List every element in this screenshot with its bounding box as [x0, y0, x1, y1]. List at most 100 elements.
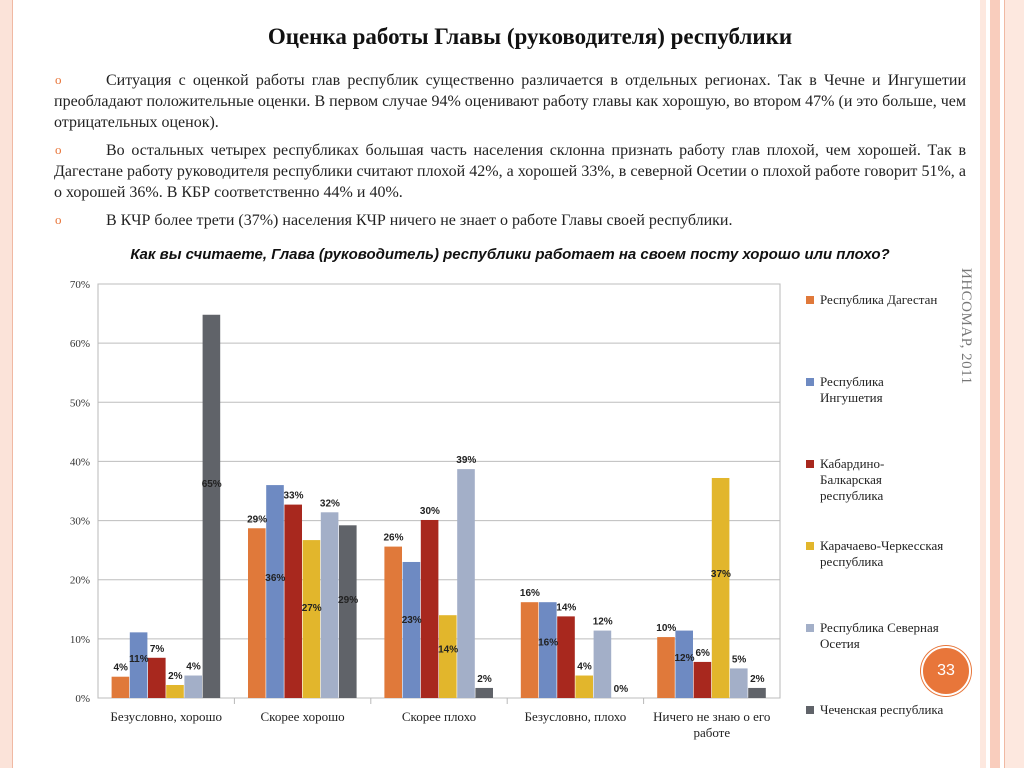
legend-swatch	[806, 460, 814, 468]
data-label: 23%	[402, 615, 422, 626]
bar	[266, 485, 284, 698]
bar	[539, 602, 557, 698]
data-label: 4%	[113, 663, 128, 674]
data-label: 2%	[477, 674, 492, 685]
bar	[457, 469, 475, 698]
y-tick-label: 0%	[75, 693, 90, 705]
bar	[657, 637, 675, 698]
data-label: 11%	[129, 654, 149, 665]
data-label: 16%	[538, 637, 558, 648]
legend-label: Карачаево-Черкесская республика	[820, 538, 944, 569]
bar	[420, 519, 439, 698]
bar	[593, 630, 612, 698]
legend-label: Чеченская республика	[820, 702, 944, 717]
bar	[439, 615, 457, 698]
x-category-label: Скорее хорошо	[261, 709, 345, 724]
bullet-marker: o	[55, 72, 62, 87]
bar	[284, 504, 302, 698]
bullet-text: Ситуация с оценкой работы глав республик…	[54, 72, 966, 131]
bar-chart: 0% 10% 20% 30% 40% 50% 60% 70% Безусловно, хорош…	[70, 279, 781, 740]
legend-swatch	[806, 624, 814, 632]
bar	[475, 687, 493, 698]
data-label: 37%	[711, 569, 731, 580]
bar	[302, 540, 321, 698]
data-label: 29%	[247, 514, 267, 525]
data-label: 16%	[520, 588, 540, 599]
right-stripe-2	[990, 0, 1000, 768]
bar	[184, 675, 202, 698]
legend-label: Республика Дагестан	[820, 292, 938, 307]
bar	[575, 675, 593, 698]
data-label: 27%	[302, 603, 322, 614]
bar	[202, 314, 221, 698]
y-tick-label: 20%	[70, 575, 90, 587]
bar	[148, 657, 166, 698]
x-category-label: Безусловно, плохо	[525, 709, 627, 724]
data-label: 14%	[556, 602, 576, 613]
y-tick-label: 50%	[70, 397, 90, 409]
bar	[748, 687, 766, 698]
data-label: 2%	[750, 674, 765, 685]
x-category-label: Скорее плохо	[402, 709, 476, 724]
legend-swatch	[806, 296, 814, 304]
data-label: 32%	[320, 498, 340, 509]
data-label: 0%	[614, 684, 629, 695]
bullet-paragraph-1: Ситуация с оценкой работы глав республик…	[54, 70, 966, 133]
data-label: 5%	[732, 654, 747, 665]
left-stripe	[0, 0, 13, 768]
bullet-paragraph-2: Во остальных четырех республиках большая…	[54, 140, 966, 203]
bar	[675, 630, 693, 698]
data-label: 2%	[168, 671, 183, 682]
legend-swatch	[806, 542, 814, 550]
bar	[520, 602, 539, 698]
data-label: 12%	[593, 617, 613, 628]
bar	[129, 632, 148, 698]
legend-swatch	[806, 378, 814, 386]
bar	[693, 661, 712, 698]
bar	[402, 561, 421, 698]
data-label: 10%	[656, 623, 676, 634]
bar	[111, 676, 130, 698]
bar	[339, 525, 357, 698]
y-tick-label: 40%	[70, 456, 90, 468]
y-tick-label: 30%	[70, 516, 90, 528]
y-tick-label: 60%	[70, 338, 90, 350]
right-stripe-1	[980, 0, 986, 768]
bar	[248, 528, 266, 698]
x-category-label: Безусловно, хорошо	[110, 709, 222, 724]
bullet-text: В КЧР более трети (37%) населения КЧР ни…	[106, 212, 733, 229]
data-label: 33%	[283, 491, 303, 502]
page-number-badge: 33	[921, 646, 971, 696]
bar	[730, 668, 748, 698]
data-label: 29%	[338, 595, 358, 606]
data-label: 14%	[438, 644, 458, 655]
y-tick-label: 10%	[70, 634, 90, 646]
right-stripe-3	[1004, 0, 1024, 768]
bullet-paragraph-3: В КЧР более трети (37%) населения КЧР ни…	[54, 210, 966, 231]
y-tick-label: 70%	[70, 279, 90, 291]
bar	[557, 616, 575, 698]
x-category-label: Ничего не знаю о его работе	[653, 709, 770, 740]
bar	[384, 546, 402, 698]
legend-label: Республика Ингушетия	[820, 374, 884, 405]
chart-question: Как вы считаете, Глава (руководитель) ре…	[130, 246, 890, 263]
data-label: 39%	[456, 455, 476, 466]
data-label: 4%	[186, 662, 201, 673]
data-label: 30%	[420, 506, 440, 517]
source-label: ИНСОМАР, 2011	[958, 268, 974, 385]
data-label: 7%	[150, 644, 165, 655]
bar	[711, 477, 730, 698]
bullet-marker: o	[55, 142, 62, 157]
data-label: 36%	[265, 573, 285, 584]
data-label: 26%	[383, 533, 403, 544]
slide-title: Оценка работы Главы (руководителя) респу…	[267, 24, 793, 49]
bar	[320, 512, 339, 698]
data-label: 12%	[674, 653, 694, 664]
bullet-text: Во остальных четырех республиках большая…	[54, 142, 966, 201]
legend-label: Республика Северная Осетия	[820, 620, 939, 651]
legend-swatch	[806, 706, 814, 714]
bullet-marker: o	[55, 212, 62, 227]
data-label: 4%	[577, 662, 592, 673]
legend-label: Кабардино-Балкарская республика	[820, 456, 885, 503]
bar	[166, 684, 184, 698]
